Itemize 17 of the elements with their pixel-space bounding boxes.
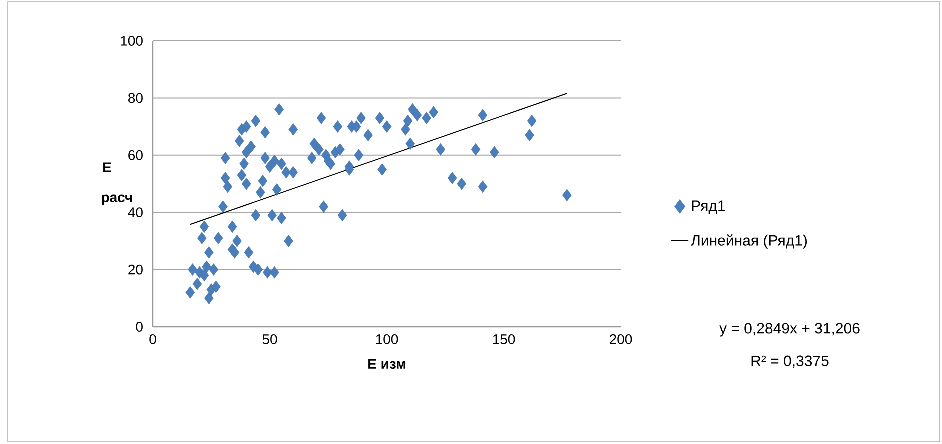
y-tick-label: 0 (136, 322, 143, 332)
y-tick-label: 60 (128, 150, 143, 160)
text: R² = 0,3375 (752, 356, 829, 368)
x-axis-title: Е изм (368, 359, 406, 370)
x-tick-label: 0 (150, 334, 156, 344)
x-tick-label: 150 (493, 334, 516, 344)
legend-label: Линейная (Ряд1) (691, 234, 808, 249)
y-tick-label: 20 (128, 264, 143, 275)
x-tick-label: 100 (376, 334, 398, 344)
y-tick-label: 100 (121, 36, 143, 46)
text: Е расч (102, 162, 132, 206)
text: y = 0,2849x + 31,206 (720, 323, 860, 337)
y-tick-label: 80 (128, 93, 143, 104)
legend-label: Ряд1 (692, 200, 726, 214)
y-tick-label: 40 (128, 208, 143, 218)
x-tick-label: 50 (262, 334, 278, 344)
x-tick-label: 200 (610, 334, 632, 344)
